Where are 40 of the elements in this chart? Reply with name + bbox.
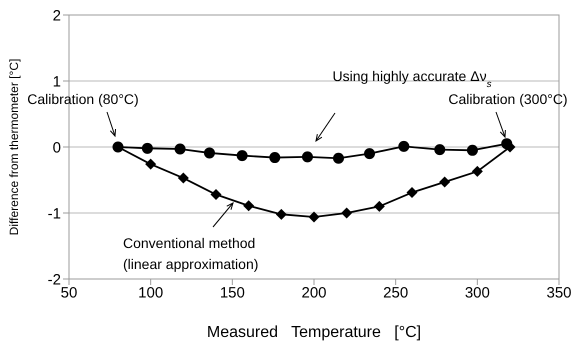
point bbox=[333, 152, 344, 164]
point bbox=[269, 152, 280, 164]
point bbox=[434, 144, 446, 156]
point bbox=[439, 176, 450, 188]
point bbox=[174, 143, 186, 154]
y-tick-label: 0 bbox=[52, 139, 61, 156]
x-tick-label: 250 bbox=[383, 284, 408, 302]
point bbox=[341, 208, 352, 218]
point bbox=[204, 147, 215, 158]
point bbox=[406, 187, 418, 198]
y-axis-title: Difference from thermometer [°C] bbox=[7, 58, 21, 236]
annotation: Calibration (80°C) bbox=[27, 91, 139, 107]
x-tick-label: 150 bbox=[220, 284, 245, 302]
point bbox=[142, 142, 153, 154]
x-tick-label: 100 bbox=[138, 284, 164, 302]
y-tick-label: -1 bbox=[48, 205, 61, 222]
point bbox=[398, 140, 410, 152]
point bbox=[243, 200, 254, 212]
point bbox=[302, 151, 313, 162]
x-tick-label: 200 bbox=[301, 284, 327, 302]
point bbox=[178, 172, 189, 184]
annotation: Conventional method (linear approximation) bbox=[123, 235, 258, 272]
y-tick-label: 2 bbox=[52, 7, 61, 24]
point bbox=[374, 200, 385, 212]
point bbox=[276, 208, 287, 220]
point bbox=[466, 144, 478, 156]
point bbox=[145, 158, 156, 170]
point bbox=[236, 150, 248, 162]
annotation: Calibration (300°C) bbox=[448, 91, 568, 107]
point bbox=[364, 148, 376, 160]
x-axis-title: Measured Temperature [°C] bbox=[206, 324, 422, 341]
x-tick-label: 300 bbox=[464, 284, 490, 302]
x-tick-label: 50 bbox=[60, 284, 78, 302]
point bbox=[472, 166, 483, 177]
annotation: Using highly accurate Δν$_{s}$ bbox=[332, 68, 492, 90]
point bbox=[308, 211, 320, 222]
y-tick-label: -2 bbox=[48, 271, 61, 288]
point bbox=[210, 189, 222, 200]
y-tick-label: 1 bbox=[52, 73, 61, 90]
x-tick-label: 350 bbox=[546, 284, 572, 302]
